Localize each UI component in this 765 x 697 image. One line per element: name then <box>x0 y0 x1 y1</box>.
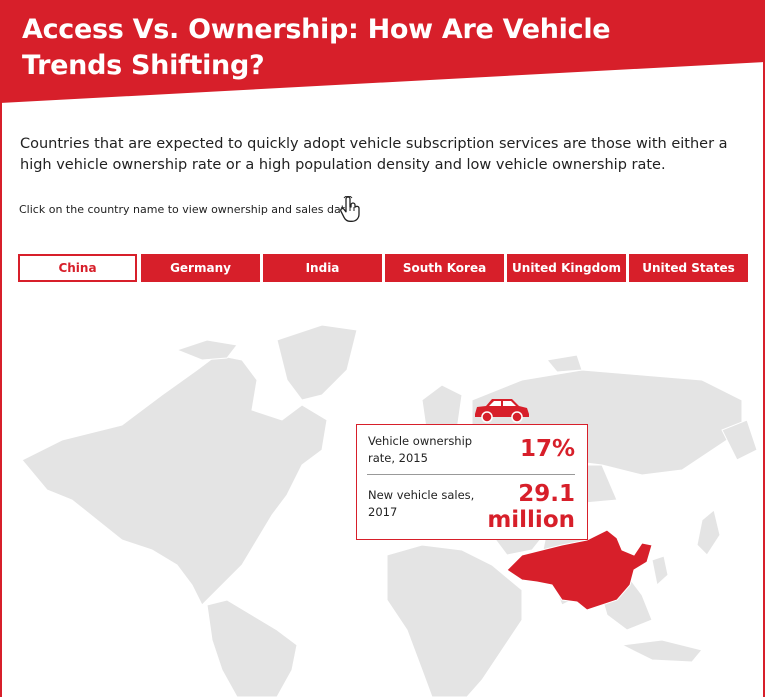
map-korea <box>651 555 669 586</box>
map-south-america <box>206 599 298 697</box>
sales-value: 29.1 million <box>475 481 575 533</box>
title-banner <box>0 0 765 103</box>
map-kamchatka <box>721 419 758 461</box>
tab-south-korea[interactable]: South Korea <box>385 254 504 282</box>
intro-text: Countries that are expected to quickly a… <box>20 136 728 173</box>
tab-germany[interactable]: Germany <box>141 254 260 282</box>
map-africa <box>386 544 523 697</box>
map-china-highlight <box>506 529 653 611</box>
ownership-row: Vehicle ownership rate, 2015 17% <box>357 425 587 475</box>
map-indonesia <box>620 639 703 663</box>
sales-value-unit: million <box>487 507 575 533</box>
tab-china[interactable]: China <box>18 254 137 282</box>
ownership-value: 17% <box>519 436 575 462</box>
sales-value-number: 29.1 <box>518 481 575 507</box>
page-title: Access Vs. Ownership: How Are Vehicle Tr… <box>22 12 662 84</box>
title-line-1: Access Vs. Ownership: How Are Vehicle <box>22 14 611 45</box>
tab-united-states[interactable]: United States <box>629 254 748 282</box>
map-greenland <box>276 324 358 401</box>
country-data-card: Vehicle ownership rate, 2015 17% New veh… <box>356 424 588 540</box>
card-divider <box>367 474 575 475</box>
title-line-2: Trends Shifting? <box>22 50 265 81</box>
tab-united-kingdom[interactable]: United Kingdom <box>507 254 626 282</box>
sales-row: New vehicle sales, 2017 29.1 million <box>357 477 587 539</box>
map-arctic-islands <box>546 354 583 373</box>
map-canada-islands <box>175 339 238 361</box>
map-north-america <box>21 354 328 606</box>
sales-label: New vehicle sales, 2017 <box>368 488 475 519</box>
tab-india[interactable]: India <box>263 254 382 282</box>
ownership-label: Vehicle ownership rate, 2015 <box>368 434 473 465</box>
instruction-text: Click on the country name to view owners… <box>19 203 356 216</box>
country-tabs: China Germany India South Korea United K… <box>18 254 748 282</box>
pointer-hand-icon <box>340 196 360 222</box>
map-japan <box>696 509 721 556</box>
car-icon <box>475 399 529 423</box>
